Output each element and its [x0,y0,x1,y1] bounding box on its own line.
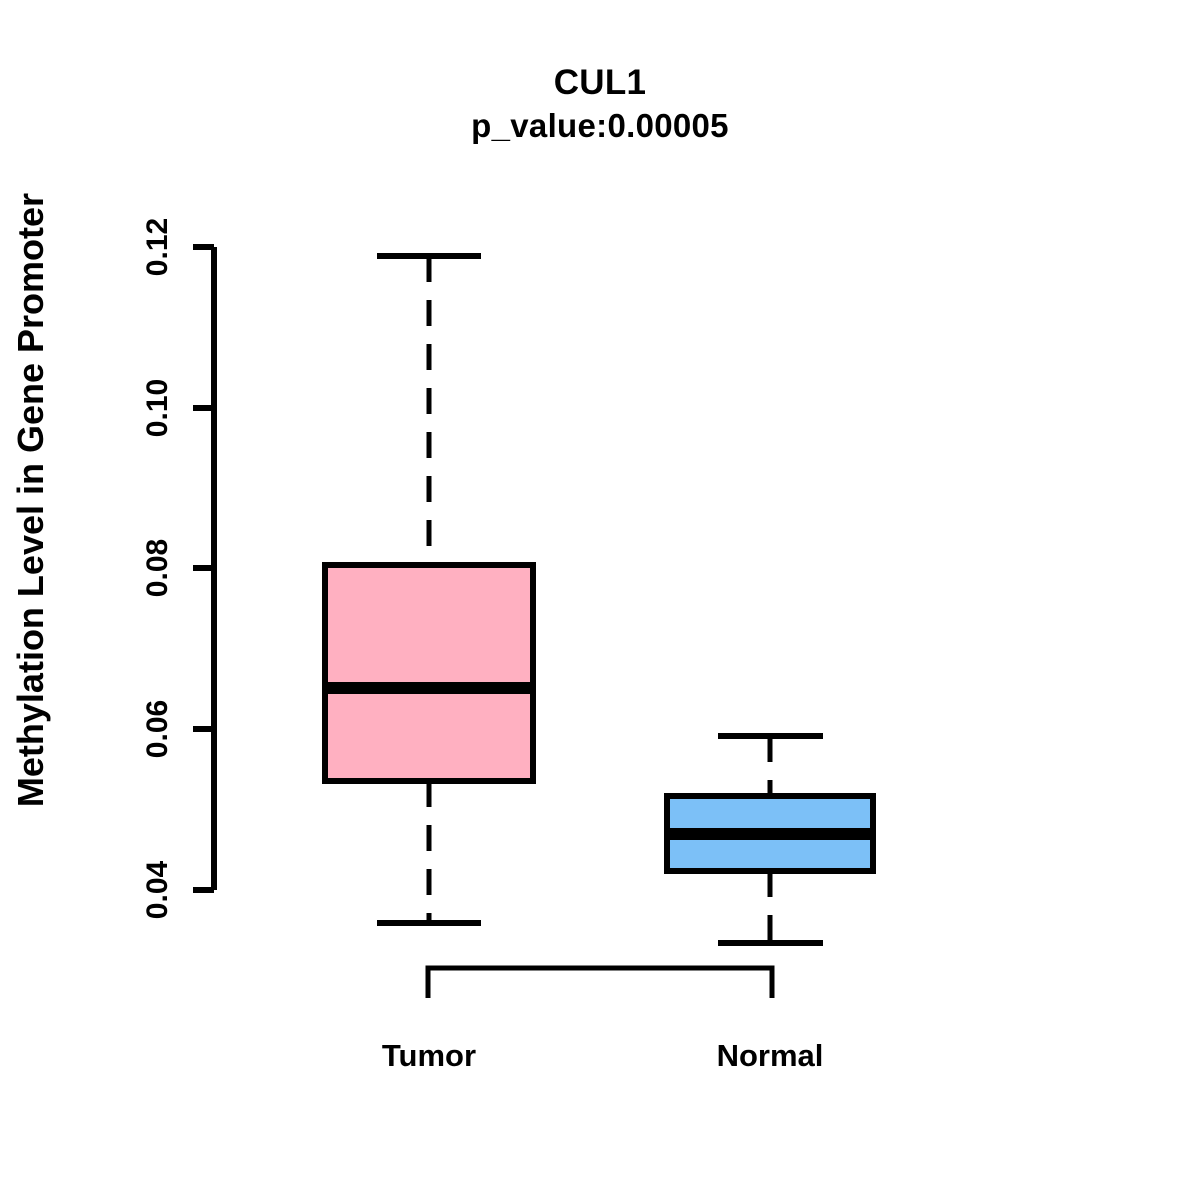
y-axis-line [193,244,217,893]
title-block: CUL1 p_value:0.00005 [0,62,1200,146]
chart-subtitle: p_value:0.00005 [471,107,729,145]
chart-title: CUL1 [553,63,647,102]
significance-bracket [425,965,775,998]
x-tick-label-tumor: Tumor [381,1038,477,1073]
x-tick-label-normal: Normal [716,1038,824,1073]
box-body-tumor [322,562,536,784]
box-tumor[interactable] [322,253,536,926]
box-normal[interactable] [664,733,876,946]
